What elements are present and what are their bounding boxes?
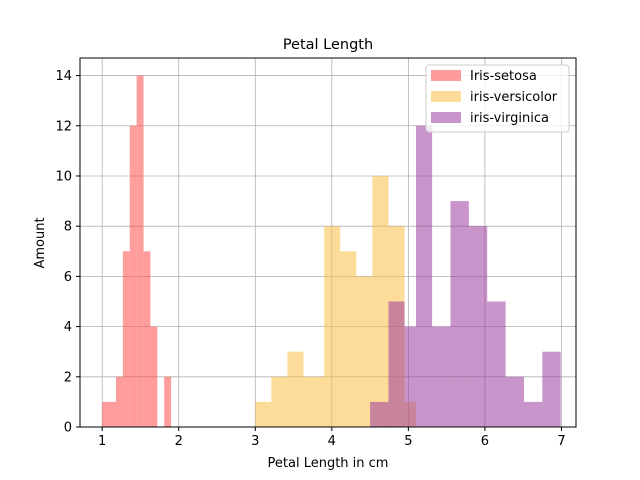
- series-Iris-setosa: [102, 75, 172, 428]
- y-tick-label: 14: [55, 69, 72, 84]
- bar: [432, 326, 451, 427]
- y-tick-label: 4: [64, 320, 72, 335]
- x-tick-label: 5: [404, 434, 412, 449]
- x-tick-label: 7: [557, 434, 565, 449]
- bar: [450, 201, 469, 427]
- bar: [340, 251, 357, 427]
- bar: [115, 376, 123, 427]
- bar: [102, 401, 116, 427]
- bars: [102, 75, 561, 428]
- bar: [122, 251, 130, 427]
- bar: [523, 401, 543, 427]
- legend-label-virginica: iris-virginica: [470, 111, 549, 126]
- y-tick-label: 2: [64, 370, 72, 385]
- legend: Iris-setosa iris-versicolor iris-virgini…: [425, 64, 570, 133]
- y-tick-label: 12: [55, 119, 72, 134]
- bar: [129, 125, 137, 427]
- legend-swatch-virginica: [431, 112, 461, 123]
- x-tick-label: 2: [175, 434, 183, 449]
- bar: [388, 301, 405, 427]
- bar: [372, 175, 389, 427]
- chart-title: Petal Length: [283, 37, 373, 53]
- y-tick-label: 10: [55, 169, 72, 184]
- legend-swatch-setosa: [431, 70, 461, 81]
- bar: [468, 226, 488, 427]
- x-axis-label: Petal Length in cm: [268, 456, 389, 471]
- plot-frame: [79, 57, 577, 428]
- bar: [542, 351, 561, 427]
- y-tick-label: 6: [64, 270, 72, 285]
- bar: [271, 376, 288, 427]
- bar: [324, 226, 341, 427]
- legend-box: [425, 64, 570, 133]
- y-tick-label: 0: [64, 421, 72, 436]
- bar: [150, 326, 158, 427]
- bar: [303, 376, 325, 427]
- x-tick-label: 6: [481, 434, 489, 449]
- series-iris-virginica: [370, 125, 561, 427]
- bar: [487, 301, 506, 427]
- bar: [416, 125, 433, 427]
- bar: [287, 351, 304, 427]
- y-axis-label: Amount: [33, 217, 48, 268]
- bar: [255, 401, 272, 427]
- x-tick-label: 4: [328, 434, 336, 449]
- y-tick-label: 8: [64, 220, 72, 235]
- bar: [136, 75, 144, 428]
- bar: [164, 376, 172, 427]
- bar: [370, 401, 389, 427]
- bar: [404, 326, 417, 427]
- bar: [505, 376, 524, 427]
- legend-label-versicolor: iris-versicolor: [470, 90, 558, 105]
- x-tick-label: 1: [98, 434, 106, 449]
- x-tick-label: 3: [251, 434, 259, 449]
- legend-label-setosa: Iris-setosa: [470, 69, 537, 84]
- bar: [143, 251, 151, 427]
- legend-swatch-versicolor: [431, 91, 461, 102]
- bar: [356, 276, 373, 427]
